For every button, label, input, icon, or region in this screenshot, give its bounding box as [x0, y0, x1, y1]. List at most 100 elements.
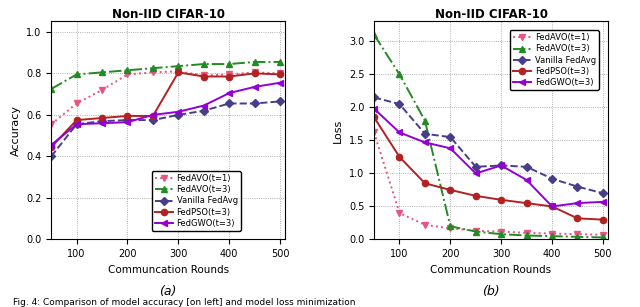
Title: Non-IID CIFAR-10: Non-IID CIFAR-10	[435, 9, 548, 21]
FedPSO(t=3)	[396, 155, 403, 159]
Vanilla FedAvg	[200, 109, 207, 113]
Vanilla FedAvg	[599, 191, 607, 195]
Vanilla FedAvg	[73, 122, 81, 126]
Text: Fig. 4: Comparison of model accuracy [on left] and model loss minimization: Fig. 4: Comparison of model accuracy [on…	[13, 298, 355, 307]
FedAVO(t=1)	[447, 226, 454, 230]
FedGWO(t=3)	[421, 141, 429, 144]
Vanilla FedAvg	[276, 99, 284, 103]
Vanilla FedAvg	[497, 164, 505, 167]
FedAVO(t=1)	[200, 74, 207, 77]
FedGWO(t=3)	[149, 113, 157, 117]
Y-axis label: Loss: Loss	[333, 119, 343, 142]
Legend: FedAVO(t=1), FedAVO(t=3), Vanilla FedAvg, FedPSO(t=3), FedGWO(t=3): FedAVO(t=1), FedAVO(t=3), Vanilla FedAvg…	[152, 171, 241, 231]
FedAVO(t=1)	[73, 102, 81, 105]
FedAVO(t=3)	[370, 33, 378, 37]
FedPSO(t=3)	[200, 75, 207, 78]
FedAVO(t=3)	[523, 234, 531, 237]
Line: FedPSO(t=3): FedPSO(t=3)	[48, 69, 283, 150]
FedGWO(t=3)	[47, 143, 55, 147]
Y-axis label: Accuracy: Accuracy	[10, 105, 20, 156]
FedPSO(t=3)	[447, 188, 454, 192]
FedAVO(t=1)	[370, 130, 378, 134]
FedGWO(t=3)	[523, 178, 531, 182]
Line: FedAVO(t=1): FedAVO(t=1)	[48, 68, 283, 127]
FedGWO(t=3)	[497, 164, 505, 167]
FedAVO(t=1)	[396, 211, 403, 215]
FedAVO(t=3)	[225, 62, 233, 66]
Vanilla FedAvg	[251, 102, 259, 105]
FedGWO(t=3)	[447, 146, 454, 150]
FedGWO(t=3)	[573, 201, 581, 205]
FedPSO(t=3)	[370, 115, 378, 119]
FedGWO(t=3)	[370, 107, 378, 111]
FedGWO(t=3)	[396, 130, 403, 134]
Line: FedAVO(t=3): FedAVO(t=3)	[371, 32, 606, 241]
Line: FedPSO(t=3): FedPSO(t=3)	[371, 114, 606, 223]
FedAVO(t=1)	[599, 233, 607, 237]
FedAVO(t=1)	[47, 122, 55, 126]
FedAVO(t=3)	[251, 60, 259, 64]
FedAVO(t=1)	[225, 72, 233, 76]
FedGWO(t=3)	[175, 110, 182, 114]
FedPSO(t=3)	[497, 198, 505, 202]
FedAVO(t=1)	[497, 230, 505, 233]
Title: Non-IID CIFAR-10: Non-IID CIFAR-10	[111, 9, 225, 21]
FedGWO(t=3)	[599, 200, 607, 204]
Vanilla FedAvg	[573, 185, 581, 188]
FedAVO(t=1)	[523, 231, 531, 235]
FedAVO(t=1)	[124, 72, 131, 76]
Text: (a): (a)	[159, 285, 177, 298]
FedAVO(t=1)	[472, 229, 479, 233]
FedPSO(t=3)	[149, 114, 157, 118]
Text: (b): (b)	[482, 285, 500, 298]
FedPSO(t=3)	[599, 218, 607, 221]
FedAVO(t=3)	[149, 66, 157, 70]
Line: FedAVO(t=1): FedAVO(t=1)	[371, 129, 606, 238]
Line: FedGWO(t=3): FedGWO(t=3)	[371, 106, 606, 210]
FedPSO(t=3)	[124, 114, 131, 118]
Vanilla FedAvg	[370, 95, 378, 99]
FedPSO(t=3)	[548, 204, 556, 208]
Vanilla FedAvg	[124, 118, 131, 122]
FedGWO(t=3)	[200, 104, 207, 107]
FedAVO(t=3)	[421, 119, 429, 122]
FedPSO(t=3)	[47, 145, 55, 149]
Line: Vanilla FedAvg: Vanilla FedAvg	[371, 94, 606, 196]
FedAVO(t=1)	[149, 71, 157, 74]
FedGWO(t=3)	[472, 172, 479, 175]
Vanilla FedAvg	[396, 102, 403, 106]
Vanilla FedAvg	[149, 118, 157, 122]
FedPSO(t=3)	[251, 72, 259, 75]
FedGWO(t=3)	[251, 85, 259, 89]
FedGWO(t=3)	[124, 120, 131, 124]
FedAVO(t=3)	[124, 68, 131, 72]
Line: Vanilla FedAvg: Vanilla FedAvg	[48, 98, 283, 160]
Vanilla FedAvg	[472, 165, 479, 169]
FedAVO(t=1)	[421, 223, 429, 227]
FedPSO(t=3)	[472, 194, 479, 198]
FedPSO(t=3)	[175, 71, 182, 74]
FedPSO(t=3)	[573, 216, 581, 220]
FedAVO(t=1)	[175, 69, 182, 73]
X-axis label: Communcation Rounds: Communcation Rounds	[108, 265, 228, 275]
Vanilla FedAvg	[523, 165, 531, 169]
FedAVO(t=1)	[251, 71, 259, 74]
FedGWO(t=3)	[225, 91, 233, 95]
FedAVO(t=3)	[47, 87, 55, 91]
Vanilla FedAvg	[47, 155, 55, 158]
Vanilla FedAvg	[421, 132, 429, 136]
FedAVO(t=1)	[98, 88, 106, 92]
FedGWO(t=3)	[548, 204, 556, 208]
FedPSO(t=3)	[421, 181, 429, 185]
FedAVO(t=3)	[73, 72, 81, 76]
FedGWO(t=3)	[73, 122, 81, 126]
FedAVO(t=3)	[276, 60, 284, 64]
FedPSO(t=3)	[98, 116, 106, 120]
FedAVO(t=3)	[396, 72, 403, 76]
Line: FedGWO(t=3): FedGWO(t=3)	[48, 80, 283, 148]
FedAVO(t=3)	[175, 64, 182, 68]
FedPSO(t=3)	[523, 201, 531, 205]
FedAVO(t=3)	[472, 230, 479, 233]
FedAVO(t=3)	[98, 71, 106, 74]
FedGWO(t=3)	[276, 81, 284, 84]
